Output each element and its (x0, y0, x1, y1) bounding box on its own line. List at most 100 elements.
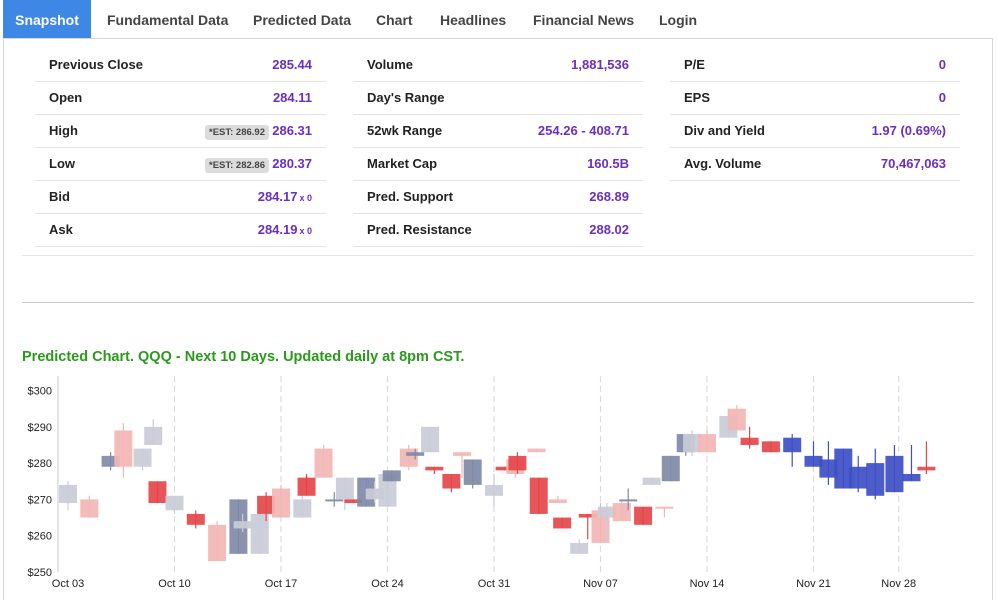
candle-body (442, 474, 461, 489)
tab-chart[interactable]: Chart (376, 12, 413, 28)
quote-row-low: Low *EST: 282.86 280.37 (35, 148, 326, 181)
candle-body (740, 437, 759, 445)
candle-body (425, 466, 444, 471)
quote-value: 0 (938, 90, 946, 105)
tab-login[interactable]: Login (659, 12, 698, 28)
candle-body (819, 459, 838, 478)
candle-body (761, 441, 780, 453)
quote-label: Ask (49, 222, 73, 237)
quote-label: Open (49, 90, 83, 105)
candle-body (655, 506, 674, 509)
quote-row-days-range: Day's Range (353, 82, 643, 115)
quote-row-bid: Bid 284.17 x 0 (35, 181, 326, 214)
candle-body (849, 466, 868, 489)
candle-body (548, 499, 567, 504)
candle-body (250, 513, 269, 554)
quote-label: High (49, 123, 78, 138)
candle-body (495, 466, 514, 471)
ask-size: x 0 (299, 226, 312, 236)
quote-label: Market Cap (367, 156, 438, 171)
predicted-chart: $250 $260 $270 $280 $290 $300 Oct 03 Oct 10 Oct … (28, 376, 936, 590)
quote-row-pred-resistance: Pred. Resistance 288.02 (353, 214, 643, 247)
candle-body (453, 452, 472, 456)
quote-row-high: High *EST: 286.92 286.31 (35, 115, 326, 148)
tab-financial-news[interactable]: Financial News (533, 12, 635, 28)
candle-body (59, 484, 77, 504)
quote-label: Previous Close (49, 57, 143, 72)
quote-value: 268.89 (589, 189, 629, 204)
quote-row-previous-close: Previous Close 285.44 (35, 49, 326, 82)
candle-body (344, 499, 363, 504)
estimate-badge: *EST: 286.92 (205, 125, 269, 140)
candle-body (186, 513, 205, 525)
candle-body (114, 430, 133, 467)
bid-size: x 0 (299, 193, 312, 203)
candle-body (578, 513, 597, 518)
candle-body (101, 455, 120, 467)
quote-label: Avg. Volume (684, 156, 762, 171)
quote-row-avg-volume: Avg. Volume 70,467,063 (670, 148, 960, 181)
candle-body (642, 477, 661, 485)
quote-label: Pred. Resistance (367, 222, 472, 237)
candle-body (148, 481, 167, 504)
candle-body (335, 477, 354, 500)
candle-body (634, 506, 653, 525)
quote-value: 286.31 (272, 123, 312, 138)
snapshot-panel (3, 38, 993, 600)
candle-body (365, 488, 384, 500)
candle-body (866, 463, 885, 496)
tab-headlines[interactable]: Headlines (440, 12, 507, 28)
candle-body (570, 542, 589, 554)
y-tick-label: $270 (28, 494, 52, 506)
chart-title: Predicted Chart. QQQ - Next 10 Days. Upd… (22, 349, 465, 365)
tab-snapshot[interactable]: Snapshot (3, 0, 91, 39)
quote-value: 254.26 - 408.71 (537, 123, 629, 138)
x-tick-label: Nov 07 (583, 578, 618, 590)
tab-predicted-data[interactable]: Predicted Data (253, 12, 352, 28)
y-tick-label: $250 (28, 567, 52, 579)
candle-body (208, 524, 227, 562)
divider (22, 255, 974, 256)
candle-body (661, 455, 680, 482)
estimate-badge: *EST: 282.86 (205, 158, 269, 173)
quote-value: 1.97 (0.69%) (871, 123, 946, 138)
quote-value: 280.37 (272, 156, 312, 171)
y-tick-label: $300 (28, 386, 52, 398)
y-tick-label: $260 (28, 531, 52, 543)
candle-body (683, 434, 702, 453)
x-tick-label: Oct 10 (158, 578, 190, 590)
candle-body (144, 426, 163, 445)
x-tick-label: Oct 24 (371, 578, 403, 590)
quote-value: 285.44 (272, 57, 312, 72)
candle-body (133, 448, 152, 467)
candle-body (527, 448, 546, 453)
quote-value: 284.17 x 0 (258, 189, 312, 204)
quote-value: 1,881,536 (571, 57, 629, 72)
quote-row-open: Open 284.11 (35, 82, 326, 115)
quote-row-div-yield: Div and Yield 1.97 (0.69%) (670, 115, 960, 148)
quote-row-52wk-range: 52wk Range 254.26 - 408.71 (353, 115, 643, 148)
candle-body (902, 474, 921, 482)
candle-body (80, 499, 99, 518)
nav-tabs: Snapshot Fundamental Data Predicted Data… (0, 0, 997, 39)
candle-body (597, 506, 616, 518)
candle-body (378, 474, 397, 507)
quote-value: 160.5B (587, 156, 629, 171)
candle-body (485, 484, 503, 496)
candle-body (272, 488, 290, 518)
quote-label: Div and Yield (684, 123, 765, 138)
x-tick-label: Nov 14 (690, 578, 725, 590)
candle-body (804, 455, 823, 467)
quote-row-ask: Ask 284.19 x 0 (35, 214, 326, 247)
quote-row-market-cap: Market Cap 160.5B (353, 148, 643, 181)
tab-fundamental-data[interactable]: Fundamental Data (107, 12, 229, 28)
ask-price: 284.19 (257, 222, 298, 237)
candle-body (233, 521, 252, 529)
x-tick-label: Oct 17 (265, 578, 297, 590)
quote-label: EPS (684, 90, 711, 105)
x-tick-label: Oct 03 (52, 578, 84, 590)
candle-body (314, 448, 333, 478)
divider (22, 302, 974, 303)
x-tick-label: Nov 21 (796, 578, 831, 590)
bid-price: 284.17 (257, 189, 298, 204)
